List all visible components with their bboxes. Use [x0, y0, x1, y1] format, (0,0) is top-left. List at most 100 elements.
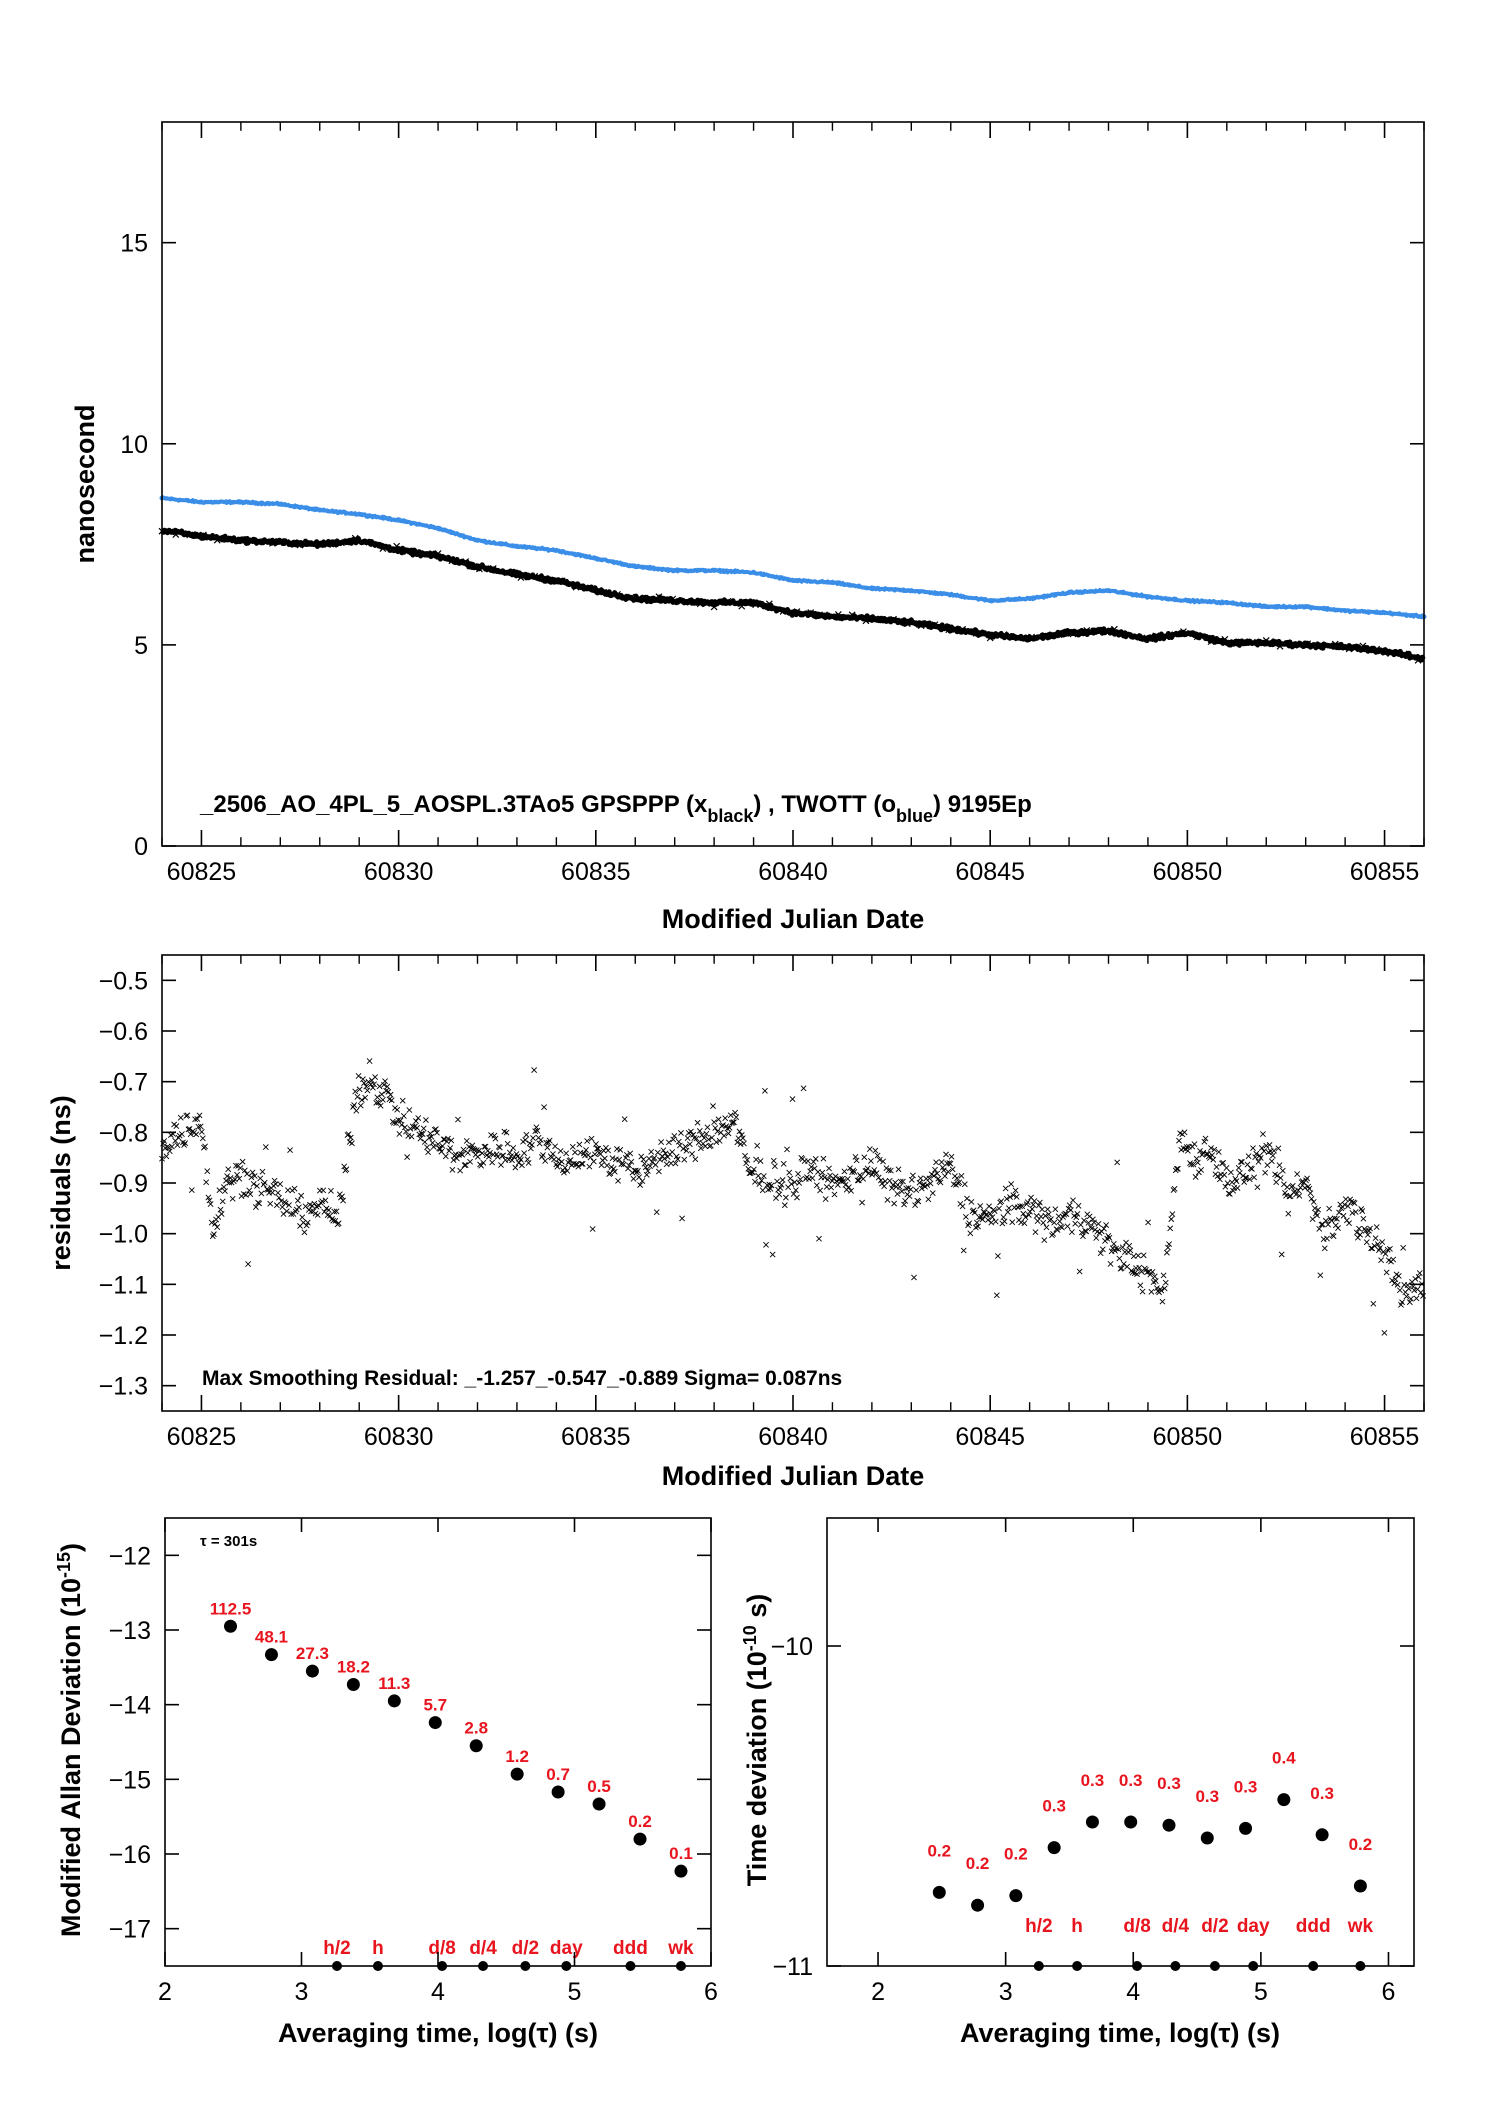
residual-point	[298, 1192, 305, 1199]
residual-point	[421, 1139, 428, 1145]
residual-point	[340, 1197, 347, 1204]
residual-point	[311, 1200, 318, 1207]
residual-point	[428, 1133, 435, 1140]
residual-point	[1019, 1203, 1026, 1210]
tdev-point	[1047, 1841, 1061, 1855]
series-gpsppp-point	[1000, 631, 1008, 639]
mdev-interval-label: day	[550, 1938, 583, 1959]
series-gpsppp-point	[448, 557, 456, 565]
residual-point	[813, 1182, 820, 1189]
series-twott-point	[1224, 600, 1230, 606]
residual-point	[1116, 1255, 1123, 1262]
residual-point	[1051, 1219, 1058, 1226]
residual-point	[1010, 1192, 1017, 1199]
residual-point	[277, 1181, 284, 1187]
residual-point	[467, 1158, 474, 1165]
residual-point	[1295, 1187, 1302, 1194]
residual-point	[447, 1145, 454, 1151]
tdev-point-label: 0.3	[1157, 1774, 1181, 1793]
residual-point	[1103, 1222, 1110, 1228]
time-series-annotation: _2506_AO_4PL_5_AOSPL.3TAo5 GPSPPP (xblac…	[199, 791, 1032, 826]
residual-point	[362, 1094, 369, 1101]
residual-point	[1277, 1175, 1284, 1181]
series-gpsppp-point	[1014, 634, 1022, 642]
series-gpsppp-point	[1207, 638, 1215, 646]
residual-point	[727, 1112, 734, 1119]
residual-point	[404, 1154, 411, 1161]
mdev-interval-label: wk	[667, 1938, 694, 1959]
residual-point	[824, 1176, 831, 1183]
residual-point	[770, 1157, 777, 1164]
mdev-interval-label: d/2	[512, 1938, 539, 1959]
residual-point	[476, 1147, 482, 1154]
residual-point	[909, 1172, 916, 1179]
residual-point	[875, 1174, 882, 1181]
residual-point	[210, 1231, 217, 1238]
residual-point	[1222, 1183, 1229, 1190]
residual-point	[1278, 1251, 1285, 1258]
residual-point	[819, 1169, 826, 1176]
residual-point	[366, 1058, 373, 1064]
residual-point	[214, 1224, 221, 1230]
residual-point	[929, 1190, 936, 1197]
residual-point	[282, 1200, 289, 1207]
series-gpsppp-point	[558, 577, 566, 585]
residual-point	[1140, 1252, 1147, 1259]
series-gpsppp-point	[917, 622, 925, 630]
series-gpsppp-point	[600, 588, 608, 596]
residual-point	[1234, 1185, 1241, 1191]
residual-point	[369, 1084, 376, 1091]
residual-point	[196, 1112, 203, 1119]
residual-point	[982, 1212, 989, 1218]
residual-point	[525, 1160, 532, 1166]
residual-point	[731, 1119, 737, 1126]
residual-point	[586, 1163, 593, 1170]
residual-point	[1009, 1219, 1016, 1226]
tdev-point-label: 0.2	[927, 1841, 951, 1860]
residual-point	[938, 1159, 945, 1165]
residual-point	[1110, 1240, 1117, 1247]
mdev-ytick-label: −15	[109, 1766, 151, 1794]
residual-point	[1367, 1225, 1373, 1232]
residual-point	[1237, 1158, 1244, 1165]
residual-point	[756, 1181, 763, 1188]
residual-point	[805, 1158, 811, 1165]
residual-point	[1381, 1329, 1388, 1336]
residual-point	[992, 1218, 999, 1225]
residual-point	[782, 1194, 789, 1201]
residual-point	[605, 1147, 612, 1154]
residual-point	[400, 1112, 407, 1119]
residual-point	[1080, 1233, 1086, 1240]
series-gpsppp-point	[972, 630, 980, 637]
residual-point	[354, 1093, 361, 1100]
residual-point	[284, 1187, 291, 1194]
residual-point	[1115, 1246, 1122, 1253]
residual-point	[780, 1160, 787, 1167]
series-gpsppp-point	[931, 621, 939, 629]
series-gpsppp-point	[683, 597, 690, 605]
residual-point	[665, 1139, 672, 1146]
residual-point	[900, 1178, 906, 1185]
residual-point	[1001, 1218, 1008, 1225]
residual-point	[254, 1183, 260, 1189]
residual-point	[1038, 1213, 1044, 1220]
residual-point	[1059, 1224, 1065, 1231]
residual-point	[1052, 1206, 1059, 1213]
residual-point	[1093, 1235, 1100, 1241]
tdev-point	[1315, 1828, 1329, 1842]
residual-point	[1345, 1203, 1351, 1210]
residual-point	[197, 1123, 204, 1130]
series-gpsppp-point	[1055, 631, 1063, 639]
residual-point	[895, 1166, 902, 1173]
series-gpsppp-point	[876, 616, 884, 623]
series-gpsppp-line	[159, 527, 1426, 663]
residual-point	[173, 1123, 180, 1130]
residual-point	[948, 1153, 955, 1160]
residual-point	[733, 1114, 740, 1121]
residuals-xtick-label: 60850	[1153, 1423, 1223, 1451]
series-twott-point	[751, 569, 757, 575]
residual-point	[947, 1160, 954, 1167]
residual-point	[611, 1168, 618, 1175]
residual-point	[1308, 1195, 1315, 1202]
residual-point	[598, 1162, 605, 1169]
